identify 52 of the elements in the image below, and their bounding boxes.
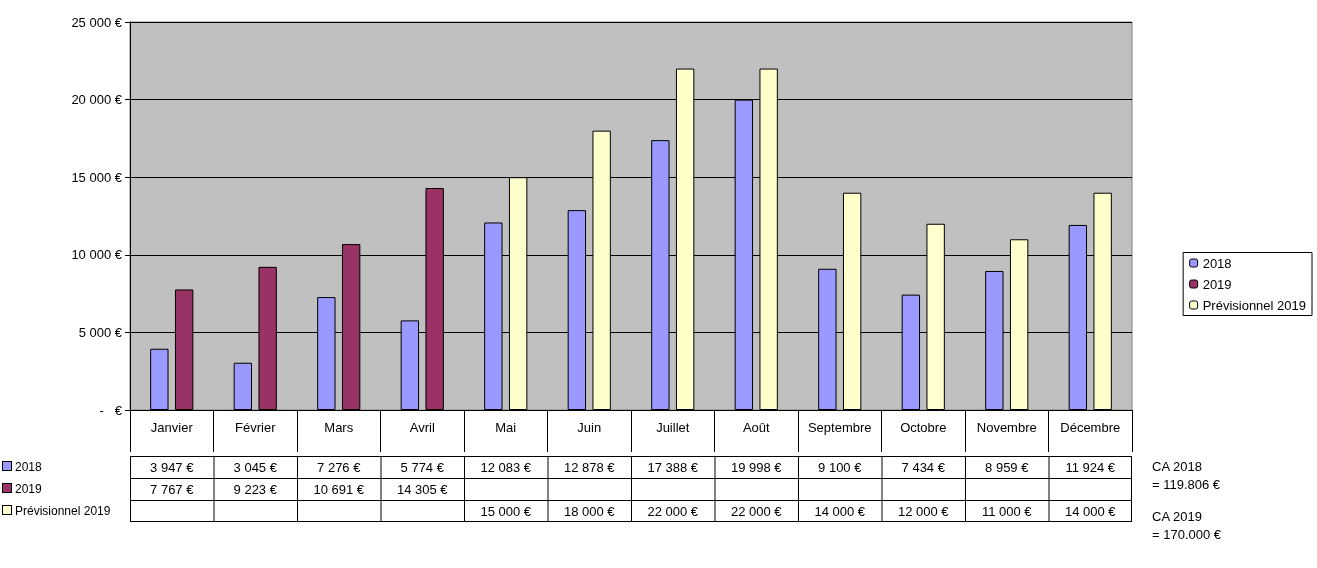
data-label: 7 434 € — [900, 458, 946, 477]
y-tick-label: 5 000 € — [78, 324, 123, 340]
data-label: 5 774 € — [399, 458, 445, 477]
data-label: 7 276 € — [316, 458, 362, 477]
x-tick-label: Février — [235, 419, 277, 435]
text: Prévisionnel 2019 — [15, 504, 111, 518]
data-label: 11 924 € — [1064, 458, 1117, 477]
x-tick-label: Juin — [577, 419, 602, 435]
data-label: 8 959 € — [984, 458, 1030, 477]
x-tick-label: Novembre — [976, 419, 1037, 435]
x-tick-label: Janvier — [150, 419, 194, 435]
x-tick-label: Septembre — [807, 419, 872, 435]
x-tick-label: Juillet — [656, 419, 690, 435]
text: CA 2018 = 119.806 € — [1152, 458, 1221, 494]
data-label: 14 000 € — [813, 502, 867, 521]
legend-label: 2018 — [1202, 255, 1232, 271]
y-tick-label: 10 000 € — [71, 247, 123, 263]
x-tick-label: Août — [742, 419, 771, 435]
x-tick-label: Octobre — [900, 419, 947, 435]
data-label: 15 000 € — [479, 502, 533, 521]
y-tick-label: - € — [99, 402, 123, 418]
y-tick-label: 15 000 € — [71, 169, 123, 185]
data-label: 12 083 € — [479, 458, 533, 477]
y-tick-label: 20 000 € — [71, 92, 123, 108]
text: 2018 — [15, 460, 42, 474]
data-label: 22 000 € — [729, 502, 783, 521]
data-label: 12 878 € — [562, 458, 616, 477]
data-label: 9 223 € — [232, 480, 278, 499]
data-label: 22 000 € — [646, 502, 700, 521]
data-label: 11 000 € — [980, 502, 1033, 521]
data-label: 19 998 € — [729, 458, 783, 477]
data-label: 7 767 € — [149, 480, 195, 499]
legend-label: Prévisionnel 2019 — [1202, 297, 1307, 313]
data-label: 17 388 € — [646, 458, 700, 477]
bar — [150, 348, 169, 410]
x-tick-label: Décembre — [1060, 419, 1121, 435]
text: 2019 — [1202, 276, 1232, 292]
data-label: 18 000 € — [562, 502, 616, 521]
data-label: 10 691 € — [312, 480, 366, 499]
x-tick-label: Mars — [324, 419, 354, 435]
x-tick-label: Avril — [409, 419, 435, 435]
data-label: 9 100 € — [817, 458, 863, 477]
data-label: 12 000 € — [896, 502, 950, 521]
data-label: 3 947 € — [149, 458, 195, 477]
y-tick-label: 25 000 € — [71, 14, 123, 30]
data-label: 3 045 € — [232, 458, 278, 477]
text: CA 2019 = 170.000 € — [1152, 508, 1222, 544]
data-label: 14 305 € — [395, 480, 449, 499]
legend-label: 2019 — [14, 481, 43, 498]
x-tick-label: Mai — [495, 419, 517, 435]
bar — [233, 362, 253, 410]
data-label: 14 000 € — [1063, 502, 1117, 521]
